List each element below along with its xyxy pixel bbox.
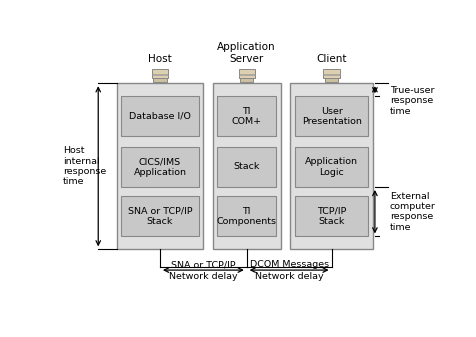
Bar bbox=[290, 83, 373, 249]
Text: Host
internal
response
time: Host internal response time bbox=[63, 146, 107, 186]
Bar bbox=[324, 69, 340, 78]
Bar bbox=[295, 196, 368, 236]
Text: Application
Server: Application Server bbox=[218, 42, 276, 64]
Bar bbox=[218, 147, 276, 187]
Text: True-user
response
time: True-user response time bbox=[390, 86, 434, 116]
Text: Network delay: Network delay bbox=[255, 272, 324, 281]
Text: TI
COM+: TI COM+ bbox=[232, 106, 262, 126]
Bar bbox=[121, 96, 198, 136]
Text: Stack: Stack bbox=[234, 162, 260, 172]
Text: TCP/IP
Stack: TCP/IP Stack bbox=[317, 207, 346, 226]
Bar bbox=[117, 83, 203, 249]
Text: TI
Components: TI Components bbox=[217, 207, 277, 226]
Bar bbox=[152, 69, 168, 78]
Bar bbox=[295, 96, 368, 136]
Text: SNA or TCP/IP: SNA or TCP/IP bbox=[171, 261, 236, 269]
Text: SNA or TCP/IP
Stack: SNA or TCP/IP Stack bbox=[128, 207, 192, 226]
Bar bbox=[240, 78, 253, 82]
Bar bbox=[238, 69, 255, 78]
Text: Application
Logic: Application Logic bbox=[305, 157, 358, 177]
Bar bbox=[121, 196, 198, 236]
Bar bbox=[213, 83, 281, 249]
Bar bbox=[218, 96, 276, 136]
Bar bbox=[153, 78, 167, 82]
Bar bbox=[218, 196, 276, 236]
Bar bbox=[121, 147, 198, 187]
Text: Database I/O: Database I/O bbox=[129, 112, 191, 121]
Text: CICS/IMS
Application: CICS/IMS Application bbox=[134, 157, 187, 177]
Text: User
Presentation: User Presentation bbox=[302, 106, 361, 126]
Text: DCOM Messages: DCOM Messages bbox=[249, 261, 329, 269]
Text: External
computer
response
time: External computer response time bbox=[390, 192, 436, 232]
Bar bbox=[295, 147, 368, 187]
Text: Client: Client bbox=[317, 54, 347, 64]
Bar bbox=[325, 78, 338, 82]
Text: Host: Host bbox=[148, 54, 172, 64]
Text: Network delay: Network delay bbox=[169, 272, 238, 281]
